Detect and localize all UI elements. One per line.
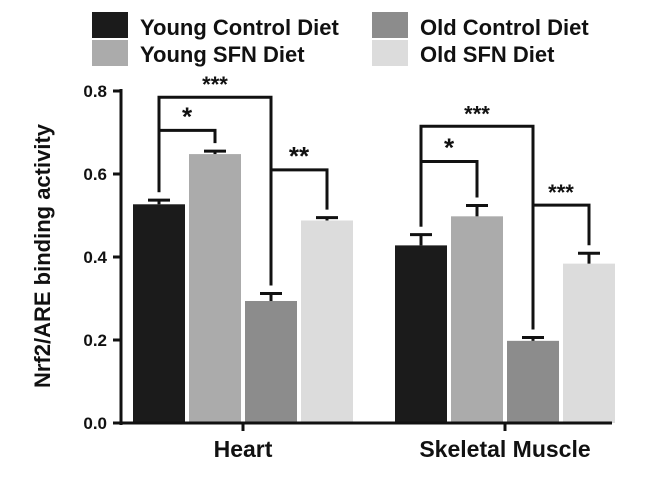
legend-swatch [372, 40, 408, 66]
significance-brackets: ************* [157, 72, 591, 330]
bar [451, 216, 503, 423]
bar [507, 340, 559, 423]
y-tick-label: 0.0 [83, 414, 107, 433]
significance-label: *** [464, 101, 490, 126]
significance-label: * [182, 101, 193, 131]
y-axis: 0.0 0.2 0.4 0.6 0.8 [83, 82, 123, 433]
significance-bracket [531, 203, 591, 330]
significance-bracket [157, 128, 217, 193]
legend-label: Old Control Diet [420, 15, 589, 40]
significance-bracket [419, 160, 479, 227]
legend-label: Young SFN Diet [140, 42, 305, 67]
significance-label: *** [202, 72, 228, 97]
x-tick-label: Heart [214, 436, 273, 462]
y-axis-label: Nrf2/ARE binding activity [30, 123, 55, 388]
y-tick-label: 0.2 [83, 331, 107, 350]
bar [245, 300, 297, 423]
y-tick-label: 0.8 [83, 82, 107, 101]
legend-swatch [92, 40, 128, 66]
legend-swatch [372, 12, 408, 38]
x-tick-label: Skeletal Muscle [419, 436, 590, 462]
bar [189, 154, 241, 423]
bar [133, 204, 185, 423]
significance-label: ** [289, 141, 310, 171]
bar [301, 220, 353, 423]
significance-bracket [269, 168, 329, 286]
y-tick-label: 0.4 [83, 248, 107, 267]
bar [563, 263, 615, 423]
bar [395, 245, 447, 423]
legend-swatch [92, 12, 128, 38]
y-tick-label: 0.6 [83, 165, 107, 184]
significance-label: *** [548, 180, 574, 205]
legend-label: Old SFN Diet [420, 42, 555, 67]
legend-label: Young Control Diet [140, 15, 339, 40]
significance-label: * [444, 133, 455, 163]
x-axis: Heart Skeletal Muscle [119, 421, 612, 462]
bars [133, 149, 615, 423]
